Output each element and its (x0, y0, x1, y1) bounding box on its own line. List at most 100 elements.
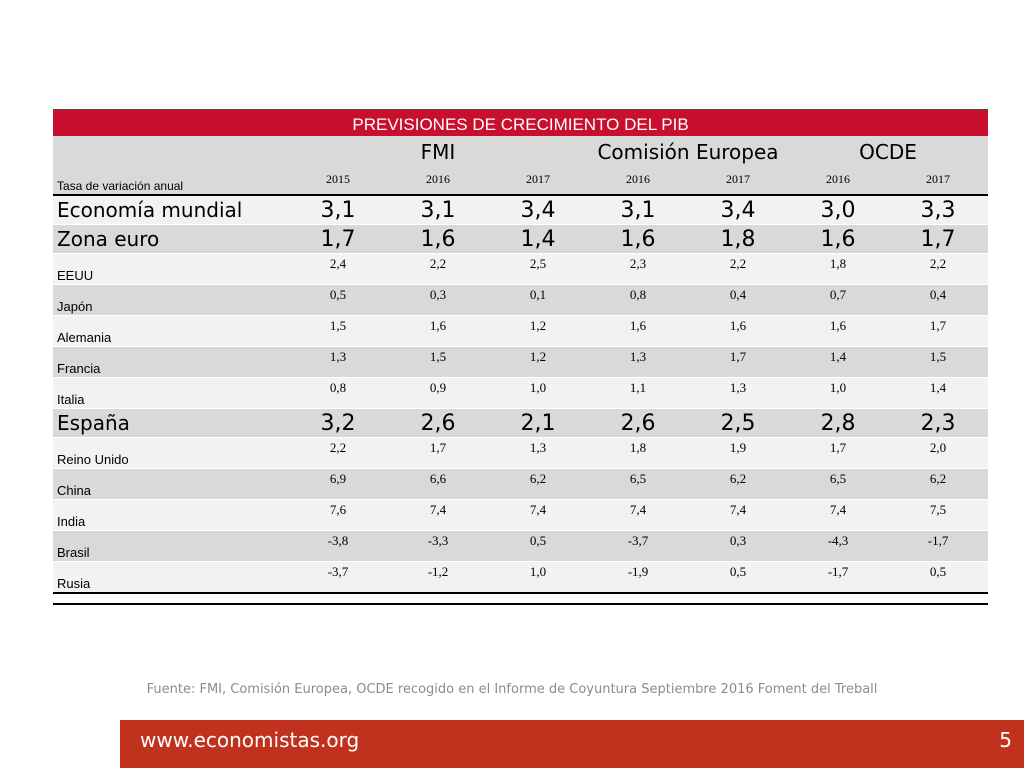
table-cell: 0,8 (588, 284, 688, 316)
table-cell: 0,5 (488, 530, 588, 562)
table-cell: 0,3 (388, 284, 488, 316)
table-cell: 7,4 (688, 499, 788, 531)
table-title-row: PREVISIONES DE CRECIMIENTO DEL PIB (53, 109, 989, 136)
row-label: India (53, 499, 288, 531)
table-row: Reino Unido 2,2 1,7 1,3 1,8 1,9 1,7 2,0 (53, 437, 989, 469)
table-cell: 6,9 (288, 468, 388, 500)
table-cell: 1,2 (488, 346, 588, 378)
table-cell: 2,2 (688, 253, 788, 285)
table-cell: 1,8 (788, 253, 888, 285)
year-header-row: Tasa de variación anual 2015 2016 2017 2… (53, 164, 989, 196)
group-header-comision-europea: Comisión Europea (588, 136, 788, 164)
bottom-rule (53, 603, 988, 605)
table-cell: 0,7 (788, 284, 888, 316)
table-cell: -1,7 (888, 530, 989, 562)
table-cell: 1,6 (588, 315, 688, 347)
row-label: Italia (53, 377, 288, 409)
table-cell: 1,3 (488, 437, 588, 469)
year-header: 2016 (788, 164, 888, 196)
row-label: España (53, 408, 288, 438)
table-cell: 2,5 (488, 253, 588, 285)
table-cell: 1,1 (588, 377, 688, 409)
row-label: Brasil (53, 530, 288, 562)
table-cell: 1,4 (788, 346, 888, 378)
row-label: Reino Unido (53, 437, 288, 469)
table-cell: 0,4 (688, 284, 788, 316)
footer-url-link[interactable]: www.economistas.org (140, 728, 360, 752)
table-cell: 2,3 (888, 408, 989, 438)
table-cell: 7,4 (488, 499, 588, 531)
table-cell: 0,9 (388, 377, 488, 409)
table-cell: 7,4 (588, 499, 688, 531)
table-cell: 2,8 (788, 408, 888, 438)
table-cell: 6,5 (588, 468, 688, 500)
table-cell: -3,7 (288, 561, 388, 594)
table-cell: 1,0 (488, 377, 588, 409)
row-label: Francia (53, 346, 288, 378)
table-cell: 6,2 (688, 468, 788, 500)
table-cell: -3,7 (588, 530, 688, 562)
table-cell: 1,3 (288, 346, 388, 378)
table-cell: 1,7 (288, 224, 388, 254)
table-cell: -3,3 (388, 530, 488, 562)
table-row: India 7,6 7,4 7,4 7,4 7,4 7,4 7,5 (53, 499, 989, 531)
table-cell: 1,7 (888, 224, 989, 254)
table-cell: -1,7 (788, 561, 888, 594)
table-cell: 3,2 (288, 408, 388, 438)
table-cell: 7,6 (288, 499, 388, 531)
table-cell: 3,1 (388, 195, 488, 225)
table-cell: 1,3 (588, 346, 688, 378)
table-cell: 1,7 (788, 437, 888, 469)
table-cell: 2,1 (488, 408, 588, 438)
table-cell: 3,1 (588, 195, 688, 225)
page-number: 5 (999, 728, 1012, 752)
table-row: EEUU 2,4 2,2 2,5 2,3 2,2 1,8 2,2 (53, 253, 989, 285)
table-body: Economía mundial 3,1 3,1 3,4 3,1 3,4 3,0 3,3 Zon… (53, 195, 989, 594)
table-cell: 7,4 (788, 499, 888, 531)
gdp-forecast-table: PREVISIONES DE CRECIMIENTO DEL PIB FMI C… (53, 109, 989, 594)
table-cell: 2,4 (288, 253, 388, 285)
table-cell: 3,0 (788, 195, 888, 225)
row-header-label: Tasa de variación anual (53, 164, 288, 196)
table-row: Rusia -3,7 -1,2 1,0 -1,9 0,5 -1,7 0,5 (53, 561, 989, 594)
table-row: China 6,9 6,6 6,2 6,5 6,2 6,5 6,2 (53, 468, 989, 500)
table-cell: 1,6 (788, 315, 888, 347)
table-cell: 6,2 (488, 468, 588, 500)
table-row: Japón 0,5 0,3 0,1 0,8 0,4 0,7 0,4 (53, 284, 989, 316)
table-cell: 7,5 (888, 499, 989, 531)
table-cell: 0,5 (888, 561, 989, 594)
table-cell: 0,8 (288, 377, 388, 409)
row-label: Rusia (53, 561, 288, 594)
table-cell: 6,5 (788, 468, 888, 500)
table-row: Zona euro 1,7 1,6 1,4 1,6 1,8 1,6 1,7 (53, 224, 989, 254)
table-cell: 1,5 (288, 315, 388, 347)
table-row: Francia 1,3 1,5 1,2 1,3 1,7 1,4 1,5 (53, 346, 989, 378)
table-cell: 1,7 (688, 346, 788, 378)
group-header-fmi: FMI (288, 136, 588, 164)
table-cell: 2,0 (888, 437, 989, 469)
table-cell: 1,6 (388, 224, 488, 254)
footer-bar: www.economistas.org 5 (120, 720, 1024, 768)
group-header-empty (53, 136, 288, 164)
year-header: 2016 (588, 164, 688, 196)
year-header: 2017 (888, 164, 989, 196)
table-cell: 1,8 (588, 437, 688, 469)
table-cell: 1,6 (588, 224, 688, 254)
table-cell: 1,6 (788, 224, 888, 254)
table-cell: 1,4 (888, 377, 989, 409)
row-label: China (53, 468, 288, 500)
table-row: Economía mundial 3,1 3,1 3,4 3,1 3,4 3,0 3,3 (53, 195, 989, 225)
source-note: Fuente: FMI, Comisión Europea, OCDE reco… (146, 682, 878, 697)
table-cell: 0,1 (488, 284, 588, 316)
table-title: PREVISIONES DE CRECIMIENTO DEL PIB (53, 109, 989, 136)
table-cell: 2,3 (588, 253, 688, 285)
row-label: Alemania (53, 315, 288, 347)
table-cell: 0,5 (688, 561, 788, 594)
table-cell: 2,6 (588, 408, 688, 438)
table-row: Brasil -3,8 -3,3 0,5 -3,7 0,3 -4,3 -1,7 (53, 530, 989, 562)
year-header: 2017 (488, 164, 588, 196)
table-cell: 1,9 (688, 437, 788, 469)
table-cell: 1,0 (788, 377, 888, 409)
table-cell: 3,4 (688, 195, 788, 225)
table-row: España 3,2 2,6 2,1 2,6 2,5 2,8 2,3 (53, 408, 989, 438)
